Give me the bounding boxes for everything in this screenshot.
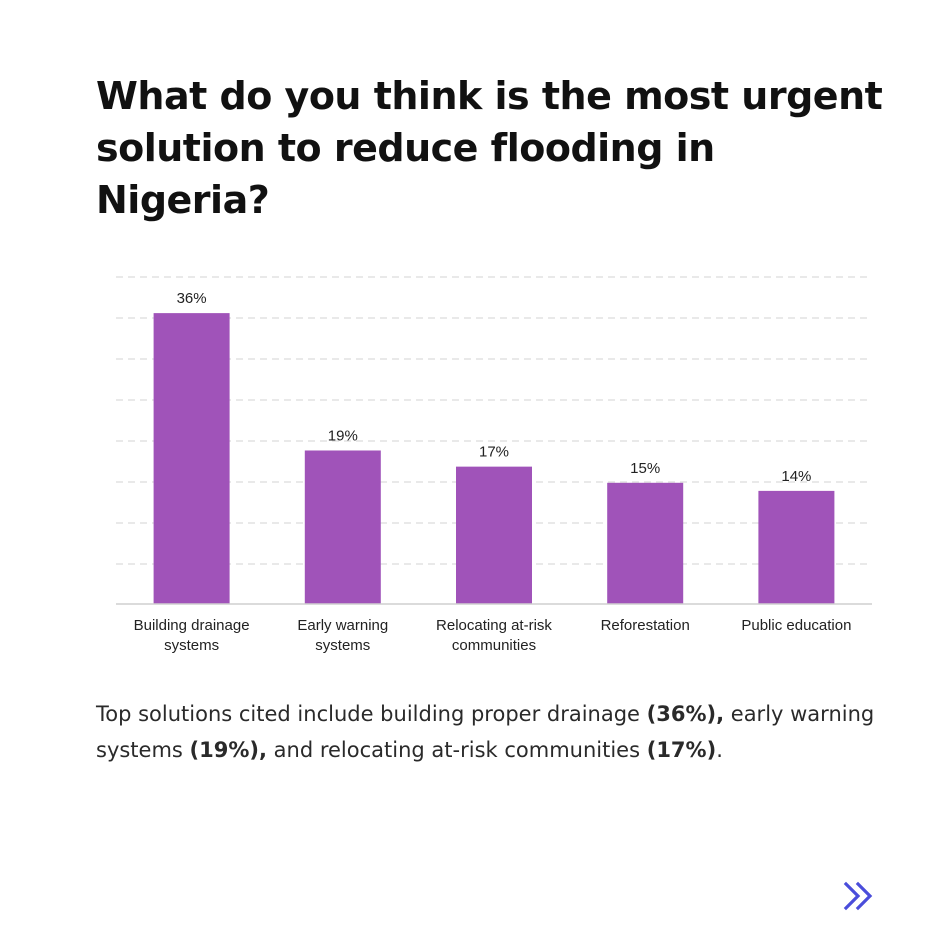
data-label: 14% (781, 468, 811, 485)
caption-value-warning: (19%), (189, 738, 267, 762)
x-tick-label: Relocating at-risk (436, 617, 552, 634)
x-tick-label: communities (452, 637, 536, 654)
x-tick-label: Building drainage (134, 617, 250, 634)
caption-text-1: Top solutions cited include building pro… (96, 702, 647, 726)
data-label: 17% (479, 444, 509, 461)
data-label: 19% (328, 427, 358, 444)
bar-chart: 36% 19% 17% 15% 14% Building drainage systems… (116, 276, 872, 654)
data-label: 36% (177, 290, 207, 307)
bar (607, 482, 684, 604)
x-tick-label: systems (164, 637, 219, 654)
double-chevron-right-icon (843, 881, 873, 911)
caption-value-drainage: (36%), (646, 702, 725, 726)
summary-caption: Top solutions cited include building pro… (96, 696, 896, 768)
data-label: 15% (630, 460, 660, 477)
data-labels: 36% 19% 17% 15% 14% (177, 290, 812, 485)
caption-text-4: . (716, 738, 723, 762)
bar (153, 313, 230, 604)
x-tick-label: Public education (741, 617, 851, 634)
x-tick-label: Reforestation (601, 617, 690, 634)
bar (758, 490, 835, 604)
next-slide-button[interactable] (838, 878, 878, 914)
caption-text-2: early warning systems (96, 702, 875, 762)
bar (304, 450, 381, 604)
caption-text-3: and relocating at-risk communities (266, 738, 647, 762)
caption-value-relocating: (17%) (646, 738, 717, 762)
bar (456, 466, 532, 604)
x-tick-label: systems (315, 637, 370, 654)
x-tick-label: Early warning (297, 617, 388, 634)
bars (153, 313, 835, 604)
page-title: What do you think is the most urgent sol… (96, 74, 883, 222)
x-axis: Building drainage systems Early warning sys… (116, 603, 872, 654)
